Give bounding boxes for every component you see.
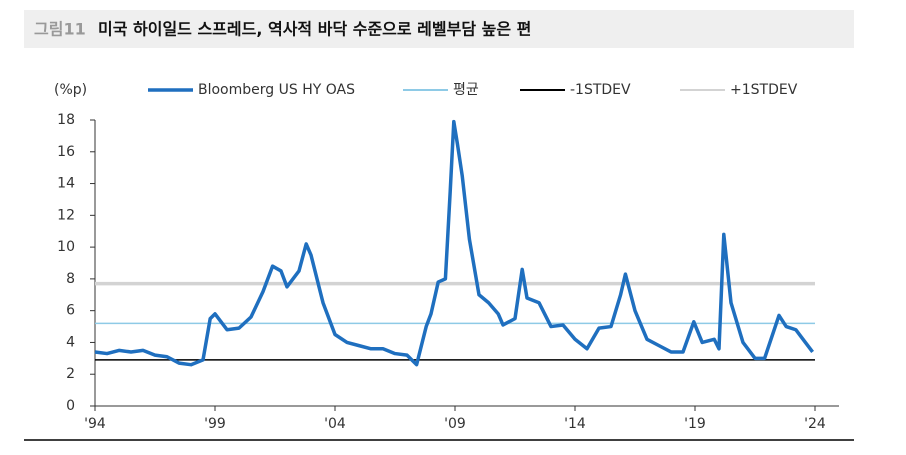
x-tick-label: '19 — [684, 416, 706, 432]
legend-label: 평균 — [453, 82, 479, 98]
y-tick-label: 2 — [66, 366, 75, 382]
y-tick-label: 14 — [57, 176, 75, 192]
series-line — [94, 119, 814, 367]
y-tick-label: 4 — [66, 334, 75, 350]
legend-label: Bloomberg US HY OAS — [198, 82, 355, 98]
chart-title: 미국 하이일드 스프레드, 역사적 바닥 수준으로 레벨부담 높은 편 — [98, 20, 531, 39]
y-tick-label: 18 — [57, 112, 75, 128]
y-tick-label: 0 — [66, 398, 75, 414]
y-tick-label: 16 — [57, 144, 75, 160]
title-band — [24, 10, 854, 48]
x-tick-label: '14 — [564, 416, 586, 432]
x-tick-label: '04 — [324, 416, 346, 432]
y-tick-label: 12 — [57, 207, 75, 223]
y-tick-label: 10 — [57, 239, 75, 255]
y-tick-label: 6 — [66, 303, 75, 319]
legend-label: -1STDEV — [570, 82, 631, 98]
legend-label: +1STDEV — [730, 82, 798, 98]
x-tick-label: '99 — [204, 416, 226, 432]
x-tick-label: '94 — [84, 416, 106, 432]
x-tick-label: '24 — [804, 416, 826, 432]
y-tick-label: 8 — [66, 271, 75, 287]
x-tick-label: '09 — [444, 416, 466, 432]
y-unit: (%p) — [54, 82, 87, 98]
figure-label: 그림11 — [34, 20, 86, 39]
